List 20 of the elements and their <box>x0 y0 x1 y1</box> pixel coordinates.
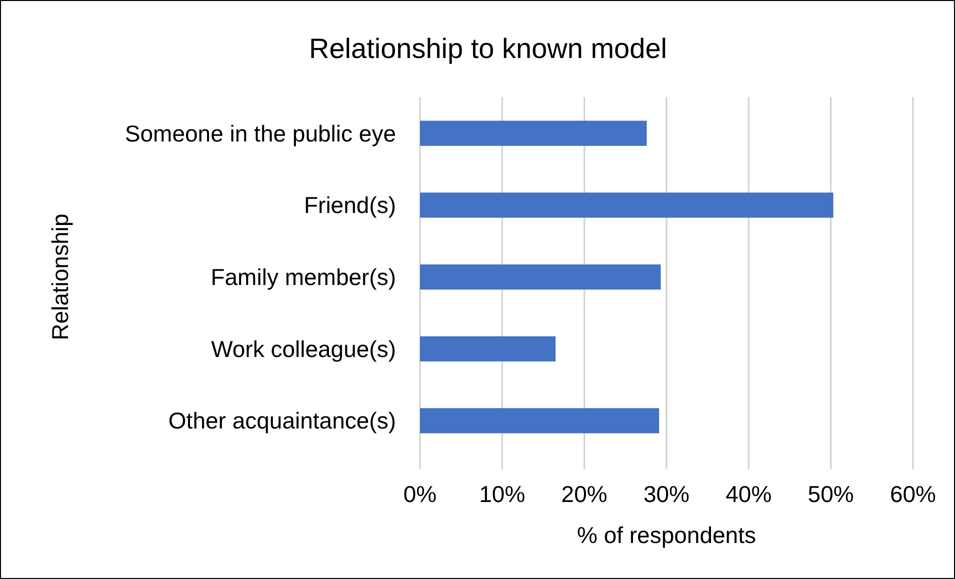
y-tick-label: Work colleague(s) <box>211 336 396 362</box>
y-tick-label: Family member(s) <box>210 264 396 290</box>
y-axis-title: Relationship <box>47 214 73 340</box>
x-axis-title: % of respondents <box>576 522 756 548</box>
bar <box>420 264 661 290</box>
bar <box>420 120 647 146</box>
chart-title: Relationship to known model <box>309 33 667 64</box>
y-tick-label: Other acquaintance(s) <box>168 408 396 434</box>
y-tick-label: Friend(s) <box>304 192 396 218</box>
x-tick-label: 50% <box>808 481 854 507</box>
x-tick-label: 0% <box>403 481 437 507</box>
x-tick-label: 30% <box>643 481 690 507</box>
x-tick-label: 60% <box>890 481 936 507</box>
bar <box>420 408 660 434</box>
bar <box>420 192 834 218</box>
x-tick-label: 10% <box>479 481 526 507</box>
y-tick-label: Someone in the public eye <box>124 120 396 146</box>
bar <box>420 336 556 362</box>
x-tick-label: 40% <box>726 481 772 507</box>
x-tick-label: 20% <box>561 481 608 507</box>
